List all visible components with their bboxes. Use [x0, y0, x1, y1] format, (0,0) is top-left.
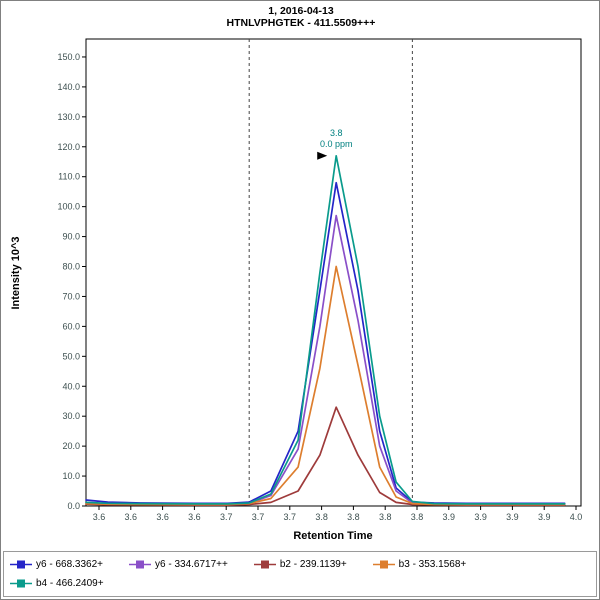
peak-id-arrow-icon [317, 151, 328, 160]
y-tick-label: 90.0 [62, 232, 80, 242]
y-tick-label: 10.0 [62, 471, 80, 481]
legend-label: b4 - 466.2409+ [36, 578, 104, 589]
legend-marker-square [136, 560, 144, 569]
legend-marker-square [17, 560, 25, 569]
x-tick-label: 3.9 [443, 512, 456, 522]
x-tick-label: 3.9 [538, 512, 551, 522]
y-axis-title: Intensity 10^3 [10, 236, 22, 309]
x-tick-label: 3.9 [474, 512, 487, 522]
legend-marker-square [260, 560, 269, 569]
x-tick-label: 3.8 [379, 512, 392, 522]
y-tick-label: 0.0 [67, 501, 80, 511]
x-tick-label: 3.7 [284, 512, 297, 522]
legend-marker-icon [129, 560, 151, 569]
y-tick-label: 80.0 [62, 262, 80, 272]
y-tick-label: 70.0 [62, 291, 80, 301]
chromatogram-plot[interactable]: 1, 2016-04-13 HTNLVPHGTEK - 411.5509+++ … [1, 1, 600, 550]
y-tick-label: 100.0 [57, 202, 80, 212]
x-tick-label: 3.6 [125, 512, 138, 522]
y-tick-label: 30.0 [62, 411, 80, 421]
legend-item-y6-334: y6 - 334.6717++ [129, 559, 228, 570]
x-tick-label: 3.6 [188, 512, 201, 522]
x-tick-label: 3.6 [93, 512, 106, 522]
y-tick-label: 60.0 [62, 321, 80, 331]
legend-marker-icon [10, 579, 32, 588]
legend-label: b2 - 239.1139+ [279, 559, 347, 570]
x-tick-label: 3.6 [156, 512, 169, 522]
x-tick-label: 3.8 [347, 512, 360, 522]
plot-area[interactable] [85, 38, 582, 507]
x-tick-label: 3.7 [252, 512, 265, 522]
peak-rt-annotation[interactable]: 3.8 [330, 128, 343, 138]
legend-label: y6 - 668.3362+ [36, 559, 103, 570]
y-tick-label: 20.0 [62, 441, 80, 451]
x-axis-title: Retention Time [293, 530, 372, 542]
x-tick-label: 3.7 [220, 512, 233, 522]
series-line-b4[interactable] [85, 154, 566, 505]
x-tick-label: 3.8 [411, 512, 424, 522]
peak-ppm-annotation[interactable]: 0.0 ppm [320, 139, 353, 149]
legend-label: y6 - 334.6717++ [155, 559, 228, 570]
legend-item-b2: b2 - 239.1139+ [253, 559, 347, 570]
legend-marker-icon [10, 560, 32, 569]
x-tick-label: 3.8 [315, 512, 328, 522]
y-tick-label: 140.0 [57, 82, 80, 92]
y-tick-label: 150.0 [57, 52, 80, 62]
legend-marker-icon [372, 560, 395, 569]
y-tick-label: 120.0 [57, 142, 80, 152]
chart-subtitle: HTNLVPHGTEK - 411.5509+++ [227, 17, 376, 29]
legend-item-b3: b3 - 353.1568+ [372, 559, 467, 570]
legend-item-y6-668: y6 - 668.3362+ [10, 559, 103, 570]
y-tick-label: 130.0 [57, 112, 80, 122]
legend: y6 - 668.3362+ y6 - 334.6717++ b2 - 239.11… [3, 551, 597, 597]
legend-marker-icon [253, 560, 276, 569]
chart-title: 1, 2016-04-13 [268, 5, 334, 17]
legend-marker-square [379, 560, 388, 569]
x-tick-label: 3.9 [506, 512, 519, 522]
legend-item-b4: b4 - 466.2409+ [10, 578, 104, 589]
y-tick-label: 40.0 [62, 381, 80, 391]
legend-label: b3 - 353.1568+ [398, 559, 467, 570]
y-tick-label: 110.0 [58, 172, 80, 182]
legend-row: y6 - 668.3362+ y6 - 334.6717++ b2 - 239.11… [8, 559, 592, 570]
y-tick-label: 50.0 [62, 351, 80, 361]
legend-marker-square [17, 579, 25, 588]
plot-group: 0.0 10.0 20.0 30.0 40.0 50.0 60.0 70.0 80.0 90.0 1… [57, 38, 583, 522]
x-tick-label: 4.0 [570, 512, 583, 522]
legend-row: b4 - 466.2409+ [8, 578, 592, 589]
